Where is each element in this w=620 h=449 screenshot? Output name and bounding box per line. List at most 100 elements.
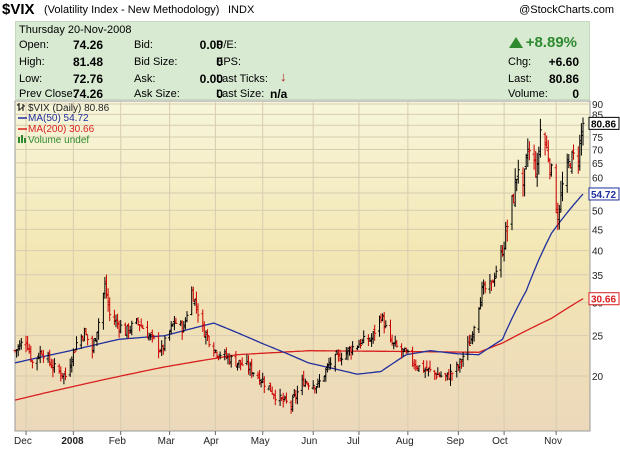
last-size-label: Last Size:	[216, 88, 265, 100]
bid-label: Bid:	[134, 39, 153, 51]
ohlc-bar	[174, 317, 178, 324]
x-tick-label: Jul	[347, 436, 360, 447]
ohlc-bar	[291, 394, 295, 412]
x-tick-label: Apr	[203, 436, 219, 447]
last-value: 80.86	[548, 72, 579, 86]
x-tick-label: Sep	[446, 436, 464, 447]
ohlc-bar	[561, 171, 564, 202]
ma50-marker-label: 54.72	[591, 190, 616, 201]
header-title: $VIX	[2, 1, 35, 18]
eps-label: EPS:	[216, 56, 242, 68]
ohlc-bar	[229, 354, 233, 368]
ohlc-bar	[494, 265, 498, 279]
y-tick-label: 20	[592, 372, 604, 383]
ohlc-bar	[458, 358, 462, 373]
ohlc-bar	[108, 297, 112, 322]
ohlc-bar	[488, 274, 492, 294]
legend-ma200: MA(200) 30.66	[18, 124, 95, 135]
y-tick-label: 75	[592, 133, 604, 144]
ask-label: Ask:	[134, 73, 156, 85]
bid-value: 0.00	[199, 38, 223, 52]
ohlc-bar	[207, 336, 211, 348]
open-label: Open:	[19, 39, 49, 51]
ohlc-bar	[382, 311, 386, 334]
last-price-marker-label: 80.86	[591, 119, 616, 130]
ohlc-bar	[483, 281, 487, 294]
legend-ma50-label: MA(50) 54.72	[28, 113, 89, 124]
ma200-marker-box	[588, 292, 620, 306]
last-label: Last:	[508, 73, 532, 85]
ohlc-bar	[329, 357, 333, 370]
ohlc-bar	[467, 334, 471, 346]
x-tick-label: 2008	[61, 436, 84, 447]
x-tick-label: Jun	[301, 436, 317, 447]
y-tick-label: 85	[592, 110, 604, 121]
up-triangle-icon	[508, 37, 523, 48]
ohlc-bar	[307, 382, 310, 390]
x-tick-label: Mar	[158, 436, 176, 447]
ohlc-bar	[52, 358, 56, 373]
ohlc-bar	[461, 352, 465, 367]
ohlc-bar	[278, 388, 282, 406]
ohlc-bar	[86, 334, 90, 346]
legend-ma50: MA(50) 54.72	[18, 113, 89, 124]
ohlc-bar	[152, 335, 156, 340]
ohlc-bar	[185, 311, 189, 323]
ohlc-bar	[549, 163, 553, 177]
percent-change: +8.89%	[508, 34, 577, 51]
y-tick-label: 70	[592, 145, 604, 156]
ohlc-bar	[75, 336, 78, 351]
ohlc-bar	[384, 320, 388, 328]
y-tick-label: 90	[592, 100, 604, 111]
ohlc-bar	[572, 144, 575, 160]
bid-size-value: 0	[216, 55, 223, 69]
y-tick-label: 50	[592, 206, 604, 217]
ohlc-bar	[218, 351, 222, 360]
low-label: Low:	[19, 73, 43, 85]
ohlc-bar	[516, 159, 520, 184]
ohlc-bar	[311, 380, 315, 390]
percent-change-value: +8.89%	[525, 34, 577, 51]
prev-close-label: Prev Close:	[19, 88, 76, 100]
ohlc-bar	[196, 303, 200, 323]
ohlc-bar	[318, 374, 321, 388]
copyright: @StockCharts.com	[519, 4, 614, 16]
axis-markers: 80.86 54.72 30.66	[588, 116, 620, 306]
ohlc-bar	[450, 372, 454, 381]
ohlc-bar	[406, 349, 410, 354]
last-price-marker-box	[588, 116, 620, 130]
ohlc-bar	[428, 360, 432, 373]
ohlc-bar	[30, 360, 34, 369]
ohlc-bar	[284, 392, 288, 404]
ohlc-bar	[41, 350, 45, 363]
ohlc-bar	[493, 272, 497, 287]
ohlc-bar	[71, 348, 75, 367]
ask-value: 0.00	[199, 72, 223, 86]
x-tick-label: Nov	[544, 436, 562, 447]
ohlc-bar	[180, 320, 184, 340]
ohlc-bar	[295, 385, 299, 405]
ma50-marker-box	[588, 187, 620, 201]
ohlc-bar	[97, 318, 101, 340]
ohlc-bar	[213, 349, 217, 354]
low-value: 72.76	[72, 72, 103, 86]
high-label: High:	[19, 56, 45, 68]
ohlc-bar	[206, 329, 209, 341]
ohlc-bar	[373, 324, 377, 341]
header-exchange: INDX	[228, 4, 255, 16]
ohlc-bar	[240, 357, 244, 366]
y-tick-label: 60	[592, 173, 604, 184]
ohlc-bar	[64, 367, 67, 381]
ohlc-icon	[17, 103, 25, 111]
ohlc-bar	[581, 117, 585, 146]
ohlc-bar	[362, 330, 366, 344]
legend-price-label: $VIX (Daily) 80.86	[28, 103, 110, 114]
ohlc-bar	[505, 219, 509, 242]
y-axis: 202530354045505560657075808590	[592, 100, 604, 383]
ohlc-bar	[359, 339, 362, 349]
pe-label: P/E:	[216, 39, 237, 51]
ohlc-bar	[273, 389, 277, 406]
high-value: 81.48	[72, 55, 103, 69]
quote-panel: Thursday 20-Nov-2008 Open: 74.26 High: 8…	[15, 21, 590, 101]
